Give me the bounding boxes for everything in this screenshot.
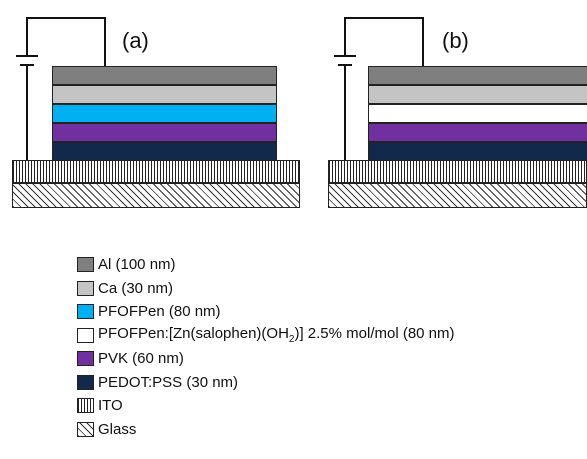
legend-label-pfofpen-zn: PFOFPen:[Zn(salophen)(OH2)] 2.5% mol/mol… bbox=[98, 325, 455, 345]
legend-label-pedot-pss: PEDOT:PSS (30 nm) bbox=[98, 373, 239, 391]
panel-label-b: (b) bbox=[442, 28, 469, 53]
legend-swatch-pfofpen-zn bbox=[77, 327, 94, 343]
device-b: (b) bbox=[318, 0, 587, 215]
legend-item-pedot-pss: PEDOT:PSS (30 nm) bbox=[77, 371, 455, 395]
layer-al bbox=[368, 66, 587, 85]
legend-item-pfofpen-zn: PFOFPen:[Zn(salophen)(OH2)] 2.5% mol/mol… bbox=[77, 324, 455, 348]
layer-glass bbox=[328, 183, 587, 208]
legend: Al (100 nm) Ca (30 nm) PFOFPen (80 nm) P… bbox=[77, 253, 455, 441]
legend-label-al: Al (100 nm) bbox=[98, 256, 176, 274]
circuit-wire-down bbox=[26, 65, 28, 160]
legend-label-glass: Glass bbox=[98, 420, 137, 438]
legend-label-pfofpen-zn-part2: )] 2.5% mol/mol (80 nm) bbox=[294, 325, 455, 343]
circuit-wire-down bbox=[344, 65, 346, 160]
legend-label-pvk: PVK (60 nm) bbox=[98, 350, 184, 368]
circuit-wire-left bbox=[344, 17, 346, 55]
legend-swatch-pfofpen bbox=[77, 304, 94, 320]
layer-ca bbox=[368, 85, 587, 104]
layer-pedot-pss bbox=[52, 142, 277, 161]
layer-pvk bbox=[368, 123, 587, 142]
legend-item-glass: Glass bbox=[77, 418, 455, 442]
device-a: (a) bbox=[0, 0, 300, 215]
layer-ito bbox=[328, 160, 587, 183]
legend-swatch-glass bbox=[77, 421, 94, 437]
legend-item-al: Al (100 nm) bbox=[77, 253, 455, 277]
legend-swatch-al bbox=[77, 257, 94, 273]
legend-swatch-ito bbox=[77, 398, 94, 414]
layer-al bbox=[52, 66, 277, 85]
battery-plate-long bbox=[334, 55, 356, 57]
legend-item-ca: Ca (30 nm) bbox=[77, 277, 455, 301]
legend-label-pfofpen: PFOFPen (80 nm) bbox=[98, 303, 221, 321]
layer-ito bbox=[12, 160, 300, 183]
legend-label-pfofpen-zn-part1: PFOFPen:[Zn(salophen)(OH bbox=[98, 325, 289, 343]
circuit-wire-left bbox=[26, 17, 28, 55]
legend-swatch-ca bbox=[77, 280, 94, 296]
circuit-wire-top bbox=[344, 17, 424, 19]
circuit-wire-right bbox=[422, 17, 424, 69]
layer-pedot-pss bbox=[368, 142, 587, 161]
legend-swatch-pedot-pss bbox=[77, 374, 94, 390]
layer-pvk bbox=[52, 123, 277, 142]
layer-glass bbox=[12, 183, 300, 208]
legend-item-ito: ITO bbox=[77, 394, 455, 418]
legend-item-pfofpen: PFOFPen (80 nm) bbox=[77, 300, 455, 324]
circuit-wire-right bbox=[104, 17, 106, 69]
legend-label-subscript: 2 bbox=[288, 334, 295, 346]
legend-item-pvk: PVK (60 nm) bbox=[77, 347, 455, 371]
legend-label-ca: Ca (30 nm) bbox=[98, 279, 174, 297]
battery-plate-long bbox=[16, 55, 38, 57]
layer-ca bbox=[52, 85, 277, 104]
legend-label-ito: ITO bbox=[98, 397, 123, 415]
panel-label-a: (a) bbox=[122, 28, 149, 53]
legend-swatch-pvk bbox=[77, 351, 94, 367]
circuit-wire-top bbox=[26, 17, 106, 19]
layer-emissive bbox=[52, 104, 277, 123]
layer-emissive bbox=[368, 104, 587, 123]
